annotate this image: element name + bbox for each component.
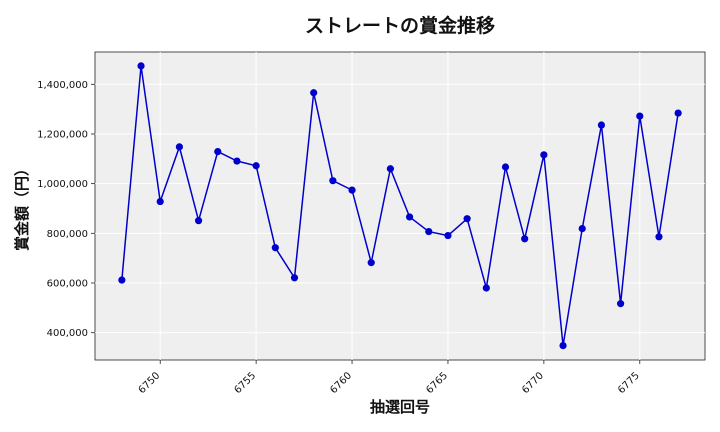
data-point bbox=[578, 225, 586, 233]
data-point bbox=[674, 109, 682, 117]
x-axis-ticks: 6750 6755 6760 6765 6770 6775 bbox=[137, 360, 642, 396]
data-point bbox=[271, 244, 279, 252]
data-point bbox=[252, 162, 260, 170]
data-point bbox=[616, 300, 625, 308]
y-axis-label: 賞金額（円） bbox=[13, 161, 31, 251]
chart-title: ストレートの賞金推移 bbox=[305, 14, 495, 37]
data-point bbox=[118, 276, 126, 284]
data-point bbox=[482, 284, 490, 292]
x-tick-label: 6755 bbox=[232, 370, 258, 396]
data-point bbox=[425, 227, 433, 236]
x-tick-label: 6775 bbox=[616, 370, 642, 396]
y-tick-label: 600,000 bbox=[47, 279, 88, 290]
data-point bbox=[501, 163, 510, 171]
data-point bbox=[559, 341, 567, 350]
y-tick-label: 1,400,000 bbox=[37, 80, 88, 91]
x-tick-label: 6760 bbox=[328, 370, 354, 396]
data-point bbox=[386, 165, 395, 173]
data-point bbox=[463, 215, 471, 223]
data-point bbox=[310, 89, 318, 97]
data-point bbox=[444, 231, 452, 240]
data-point bbox=[597, 121, 606, 129]
data-point bbox=[194, 217, 203, 225]
data-point bbox=[156, 197, 164, 206]
y-axis-ticks: 400,000 600,000 800,000 1,000,000 1,200,000 1… bbox=[37, 80, 95, 339]
data-point bbox=[367, 259, 375, 267]
data-point bbox=[233, 157, 241, 165]
data-point bbox=[655, 233, 663, 241]
data-point bbox=[290, 274, 299, 282]
series-line bbox=[121, 65, 679, 346]
data-point bbox=[329, 177, 337, 185]
grid bbox=[95, 52, 705, 360]
x-tick-label: 6750 bbox=[137, 370, 163, 396]
y-tick-label: 1,200,000 bbox=[37, 129, 88, 140]
data-point bbox=[636, 112, 644, 120]
y-tick-label: 400,000 bbox=[47, 328, 88, 339]
series-layer bbox=[118, 62, 682, 350]
data-point bbox=[137, 62, 145, 70]
plot-area bbox=[94, 51, 706, 361]
data-point bbox=[175, 143, 184, 151]
x-tick-label: 6770 bbox=[520, 370, 546, 396]
data-point bbox=[521, 235, 529, 243]
y-tick-label: 1,000,000 bbox=[37, 179, 88, 190]
data-point bbox=[348, 186, 356, 194]
data-point bbox=[405, 213, 414, 221]
data-point bbox=[540, 151, 548, 159]
data-point bbox=[214, 148, 222, 156]
x-tick-label: 6765 bbox=[424, 370, 450, 396]
x-axis-label: 抽選回号 bbox=[370, 398, 430, 416]
y-tick-label: 800,000 bbox=[47, 229, 88, 240]
